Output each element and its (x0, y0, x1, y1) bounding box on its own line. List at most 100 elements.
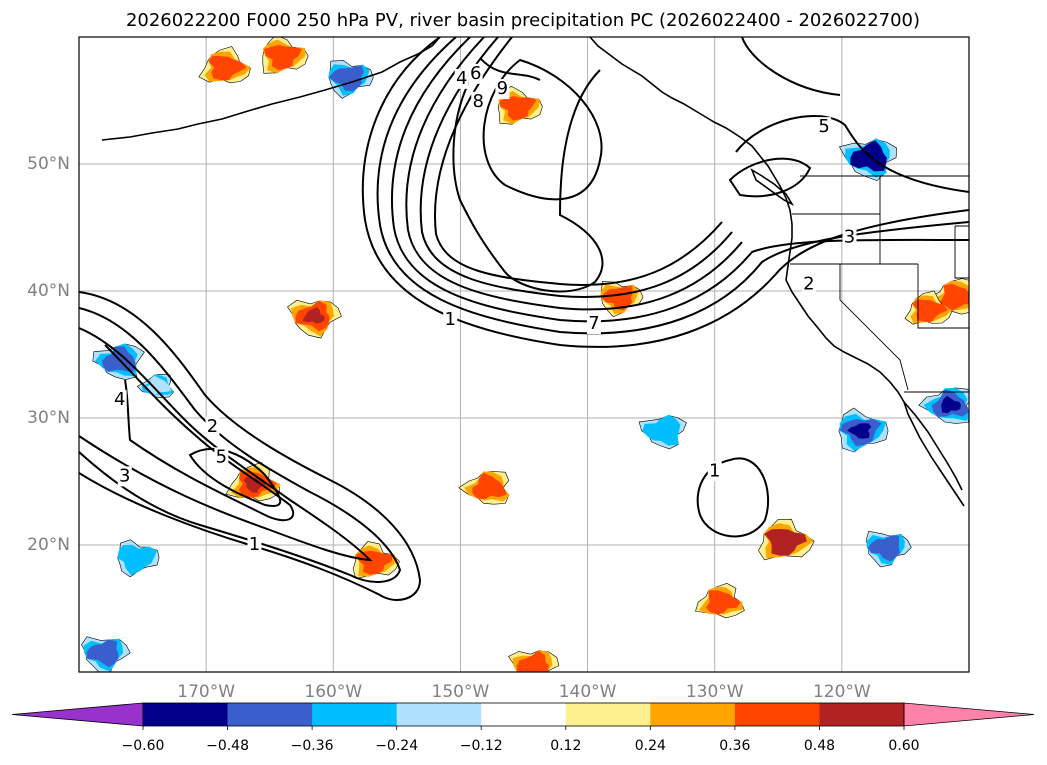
negative-precip-blob (81, 636, 131, 672)
contour-label: 2 (207, 416, 218, 437)
pv-contour-ridge-6 (434, 37, 723, 286)
negative-precip-blob (838, 138, 898, 182)
negative-precip-blob (328, 60, 374, 99)
contour-label: 3 (119, 465, 130, 486)
blob-core-shade (263, 45, 303, 70)
pv-contour-trough-3 (79, 327, 373, 562)
contour-label: 4 (114, 389, 125, 410)
colorbar-segment (819, 703, 905, 726)
contour-label-background (471, 91, 486, 112)
negative-precip-blob (838, 407, 889, 453)
contour-label: 4 (456, 68, 467, 89)
blob-peak-shade (302, 307, 325, 324)
lat-tick-label: 40°N (27, 281, 70, 301)
latitude-tick-labels: 20°N 30°N 40°N 50°N (27, 154, 70, 555)
political-borders (790, 175, 969, 393)
pv-contour-ridge-2 (376, 37, 969, 335)
colorbar-segment (143, 703, 229, 726)
contour-label-background (817, 117, 832, 138)
colorbar-segment (396, 703, 482, 726)
colorbar-tick-label: −0.36 (291, 738, 334, 754)
positive-precip-blob (262, 37, 309, 74)
lon-tick-label: 120°W (813, 682, 871, 702)
map-background (79, 37, 969, 672)
lon-tick-label: 160°W (304, 682, 362, 702)
positive-precip-blob (904, 290, 953, 325)
colorbar-segment (565, 703, 651, 726)
negative-precip-blob (638, 414, 687, 450)
positive-precip-blob (458, 471, 510, 505)
positive-precip-blob (198, 46, 252, 84)
blob-core-shade (867, 535, 900, 562)
negative-precip-blob (865, 530, 912, 568)
contour-label-background (586, 314, 601, 335)
blob-peak-shade (771, 533, 797, 551)
colorbar-segment (481, 703, 567, 726)
contour-label-background (495, 79, 510, 100)
pv-contour-labels: 1 7 4 6 8 9 5 3 2 1 4 2 5 3 1 (112, 63, 857, 555)
contour-label: 1 (249, 534, 260, 555)
contour-label-background (214, 447, 229, 468)
contour-label-background (443, 310, 458, 331)
contour-label: 6 (470, 63, 481, 84)
colorbar-tick-labels: −0.60 −0.48 −0.36 −0.24 −0.12 0.12 0.24 … (122, 738, 920, 754)
blob-core-shade (472, 472, 507, 500)
pv-contour-trough-4 (104, 344, 295, 522)
colorbar-tick-label: 0.24 (635, 738, 666, 754)
blob-peak-shade (941, 395, 961, 414)
blob-core-shade (208, 55, 247, 81)
negative-precip-blob (136, 373, 175, 399)
contour-label: 9 (497, 78, 508, 99)
baja-peninsula-coast (903, 401, 963, 491)
pv-contour-ridge-3 (390, 37, 969, 323)
colorbar-segment (312, 703, 398, 726)
blob-core-shade (146, 375, 172, 395)
colorbar-outline (142, 702, 905, 727)
pv-contour-east-inner (728, 157, 812, 198)
colorbar-segment (734, 703, 820, 726)
contour-label-background (842, 227, 857, 248)
lon-tick-label: 150°W (432, 682, 490, 702)
lat-tick-label: 30°N (27, 408, 70, 428)
colorbar-tick-label: −0.12 (460, 738, 503, 754)
contour-label-background (112, 390, 127, 411)
blob-core-shade (355, 550, 393, 575)
contour-label: 2 (803, 274, 814, 295)
contour-label: 5 (216, 446, 227, 467)
pv-contour-northeast (741, 37, 841, 96)
blob-core-shade (500, 96, 537, 121)
pv-contour-ridge-5 (419, 37, 733, 298)
map-frame (78, 36, 970, 673)
contour-label: 7 (588, 313, 599, 334)
pv-contour-closed-south (696, 457, 770, 538)
positive-precip-blob (758, 518, 815, 561)
colorbar-segment (227, 703, 313, 726)
contour-label-background (468, 63, 483, 84)
lon-tick-label: 140°W (559, 682, 617, 702)
alaska-panhandle-coast (589, 37, 793, 281)
lon-tick-label: 130°W (686, 682, 744, 702)
us-west-coast (785, 279, 965, 507)
positive-precip-blob (508, 649, 560, 672)
eastern-state-border (954, 225, 969, 279)
alaska-peninsula-coast (101, 71, 383, 141)
contour-label-background (801, 274, 816, 295)
colorbar-tick-label: 0.36 (719, 738, 750, 754)
pv-contours (79, 37, 969, 601)
positive-precip-blob (287, 299, 342, 339)
colorbar (11, 702, 1035, 730)
colorbar-extend-high (903, 702, 1035, 727)
contour-label: 8 (473, 91, 484, 112)
negative-precip-blob (918, 387, 969, 424)
negative-precip-blob (117, 539, 160, 578)
contour-label: 3 (844, 227, 855, 248)
pv-contour-inner-closed (482, 58, 603, 201)
colorbar-tick-label: −0.48 (206, 738, 249, 754)
lat-tick-label: 50°N (27, 154, 70, 174)
lat-tick-label: 20°N (27, 535, 70, 555)
blob-core-shade (939, 283, 969, 311)
pv-contour-trough-2 (79, 307, 402, 583)
contour-label-background (454, 68, 469, 89)
blob-core-shade (86, 639, 119, 668)
